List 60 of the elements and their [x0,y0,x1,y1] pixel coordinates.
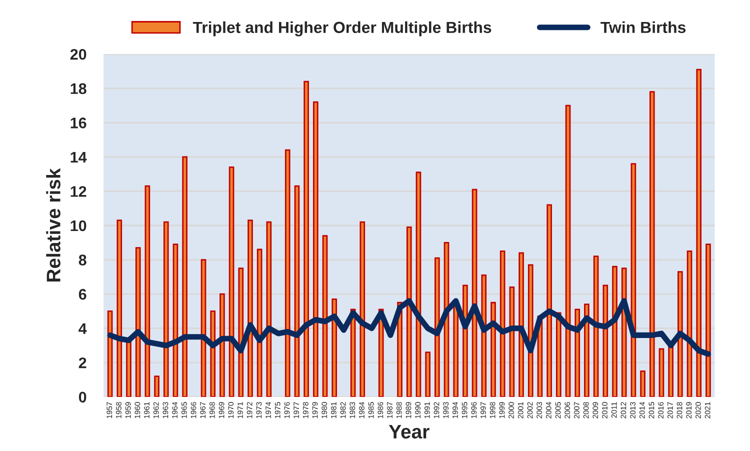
bar [332,298,338,397]
bar [182,156,188,397]
y-tick-label: 2 [78,357,86,368]
bar [593,256,599,397]
y-tick-label: 16 [70,118,86,128]
y-axis-title: Relative risk [46,168,60,282]
bar [406,226,412,397]
y-tick-label: 18 [70,83,86,94]
bar [490,302,496,397]
bar [546,204,552,397]
bar [200,259,206,397]
bar [640,370,646,397]
y-tick-label: 20 [70,48,86,60]
bar [565,104,571,397]
legend-label: Twin Births [600,21,686,34]
bar [416,172,422,397]
y-tick-label: 6 [78,288,86,300]
bar [500,250,506,397]
bar [556,312,562,397]
bar [360,221,366,397]
bar [425,352,430,397]
bar [658,348,664,397]
y-tick-label: 4 [78,323,87,334]
bar [220,293,225,397]
bar [313,101,318,397]
bar [574,308,580,397]
bar [602,284,608,397]
x-axis-title: Year [388,425,430,439]
bar [668,346,674,397]
bar [163,221,169,397]
bar [481,274,487,397]
bar [238,268,244,397]
bar [126,340,132,397]
bar [649,91,655,397]
bar [116,220,122,397]
bar [453,305,459,397]
y-tick-label: 8 [78,254,86,266]
bar [612,266,618,397]
bar [518,252,524,397]
bar [266,221,272,397]
bar [304,80,309,397]
bar [322,235,328,397]
bar [172,244,178,397]
bar [284,149,290,397]
bar [294,185,300,397]
bar [584,304,590,397]
bar [706,244,711,397]
y-tick-label: 14 [70,152,87,162]
bar [696,68,702,397]
bar [144,185,150,397]
y-tick-label: 12 [70,186,86,197]
bar [154,376,160,397]
legend-label: Triplet and Higher Order Multiple Births [192,21,492,36]
y-tick-label: 10 [70,220,86,232]
bar [228,166,234,397]
y-tick-label: 0 [78,392,86,403]
bar [248,220,253,397]
bar [678,271,683,397]
bar [210,310,216,397]
bar [434,257,440,397]
